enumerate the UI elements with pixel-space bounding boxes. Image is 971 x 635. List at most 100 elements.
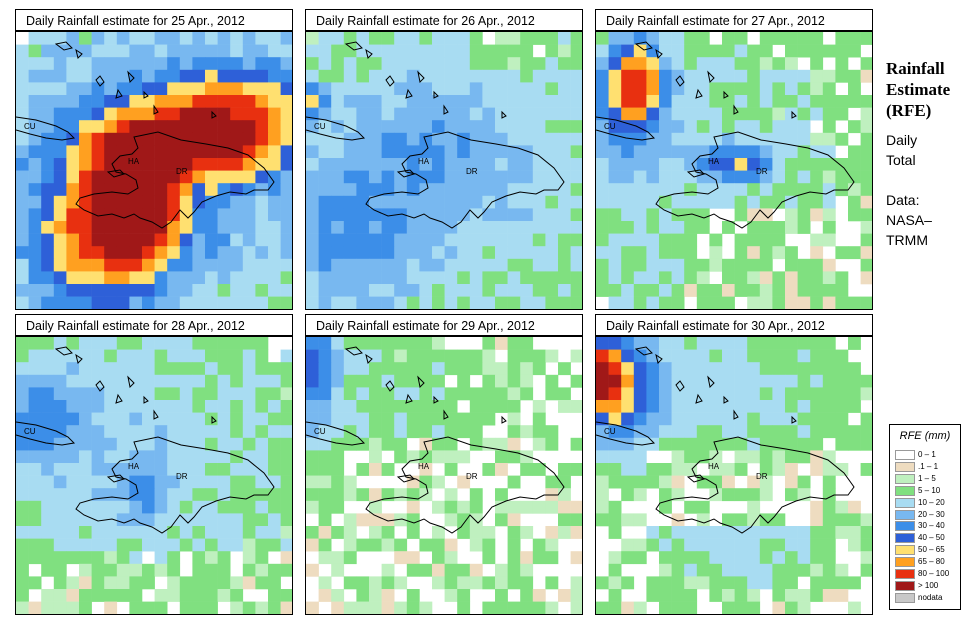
rainfall-cell bbox=[91, 258, 105, 272]
rainfall-cell bbox=[495, 246, 508, 260]
rainfall-cell bbox=[596, 158, 609, 171]
rainfall-cell bbox=[734, 158, 748, 171]
rainfall-cell bbox=[797, 551, 811, 565]
rainfall-cell bbox=[91, 57, 105, 71]
rainfall-cell bbox=[343, 221, 357, 234]
rainfall-cell bbox=[659, 425, 672, 439]
rainfall-cell bbox=[230, 437, 244, 451]
rainfall-cell bbox=[318, 284, 332, 297]
rainfall-cell bbox=[394, 362, 408, 376]
rainfall-cell bbox=[268, 563, 281, 577]
rainfall-cell bbox=[469, 107, 483, 121]
rainfall-cell bbox=[28, 513, 42, 527]
rainfall-cell bbox=[621, 82, 635, 96]
rainfall-cell bbox=[179, 500, 193, 514]
coastline bbox=[675, 380, 685, 392]
rainfall-cell bbox=[306, 500, 319, 514]
rainfall-cell bbox=[91, 208, 105, 222]
rainfall-cell bbox=[621, 258, 635, 272]
rainfall-cell bbox=[495, 145, 508, 159]
rainfall-cell bbox=[91, 513, 105, 527]
rainfall-cell bbox=[822, 362, 836, 376]
rainfall-cell bbox=[507, 337, 521, 350]
rainfall-cell bbox=[356, 425, 370, 439]
rainfall-cell bbox=[217, 246, 231, 260]
rainfall-cell bbox=[343, 145, 357, 159]
rainfall-cell bbox=[621, 32, 635, 45]
rainfall-cell bbox=[217, 387, 231, 401]
rainfall-cell bbox=[419, 425, 433, 439]
rainfall-cell bbox=[444, 284, 458, 297]
rainfall-cell bbox=[785, 120, 798, 134]
rainfall-cell bbox=[696, 258, 710, 272]
rainfall-cell bbox=[192, 44, 206, 58]
rainfall-cell bbox=[822, 387, 836, 401]
rainfall-cell bbox=[507, 132, 521, 146]
rainfall-cell bbox=[659, 500, 672, 514]
rainfall-cell bbox=[369, 400, 382, 413]
rainfall-cell bbox=[16, 44, 29, 58]
rainfall-cell bbox=[116, 82, 130, 96]
rainfall-cell bbox=[608, 400, 622, 413]
rainfall-cell bbox=[709, 450, 723, 464]
rainfall-cell bbox=[28, 44, 42, 58]
rainfall-cell bbox=[381, 296, 395, 309]
rainfall-cell bbox=[28, 258, 42, 272]
rainfall-cell bbox=[684, 208, 698, 222]
rainfall-cell bbox=[810, 463, 824, 476]
rainfall-cell bbox=[129, 132, 143, 146]
rainfall-cell bbox=[255, 412, 269, 426]
rainfall-cell bbox=[596, 500, 609, 514]
rainfall-cell bbox=[116, 412, 130, 426]
rainfall-cell bbox=[116, 513, 130, 527]
rainfall-cell bbox=[684, 258, 698, 272]
rainfall-cell bbox=[444, 576, 458, 590]
rainfall-cell bbox=[318, 208, 332, 222]
rainfall-cell bbox=[633, 475, 647, 489]
rainfall-cell bbox=[633, 69, 647, 83]
rainfall-cell bbox=[406, 221, 420, 234]
label-cuba: CU bbox=[314, 122, 326, 131]
rainfall-cell bbox=[154, 425, 168, 439]
rainfall-cell bbox=[469, 158, 483, 171]
rainfall-cell bbox=[532, 95, 546, 108]
coastline bbox=[365, 436, 565, 534]
rainfall-cell bbox=[772, 551, 786, 565]
rainfall-cell bbox=[520, 362, 534, 376]
rainfall-cell bbox=[79, 400, 92, 413]
rainfall-cell bbox=[684, 284, 698, 297]
rainfall-cell bbox=[394, 349, 408, 363]
rainfall-cell bbox=[444, 425, 458, 439]
rainfall-cell bbox=[785, 158, 798, 171]
rainfall-cell bbox=[507, 195, 521, 209]
period-line2: Total bbox=[886, 152, 916, 168]
rainfall-cell bbox=[469, 82, 483, 96]
rainfall-cell bbox=[16, 69, 29, 83]
rainfall-cell bbox=[495, 170, 508, 184]
rainfall-cell bbox=[444, 107, 458, 121]
rainfall-cell bbox=[747, 170, 761, 184]
rainfall-cell bbox=[810, 576, 824, 590]
rainfall-cell bbox=[709, 258, 723, 272]
rainfall-cell bbox=[646, 362, 660, 376]
rainfall-cell bbox=[495, 120, 508, 134]
rainfall-cell bbox=[810, 387, 824, 401]
rainfall-cell bbox=[709, 563, 723, 577]
rainfall-cell bbox=[242, 425, 256, 439]
rainfall-cell bbox=[79, 374, 92, 388]
rainfall-cell bbox=[747, 589, 761, 602]
rainfall-cell bbox=[810, 183, 824, 197]
rainfall-cell bbox=[91, 463, 105, 476]
rainfall-cell bbox=[860, 463, 872, 476]
rainfall-cell bbox=[596, 132, 609, 146]
rainfall-cell bbox=[419, 132, 433, 146]
rainfall-cell bbox=[381, 195, 395, 209]
rainfall-cell bbox=[79, 437, 92, 451]
rainfall-cell bbox=[104, 120, 118, 134]
rainfall-cell bbox=[545, 551, 559, 565]
rainfall-cell bbox=[205, 576, 218, 590]
rainfall-cell bbox=[747, 271, 761, 285]
rainfall-cell bbox=[671, 576, 685, 590]
coastline bbox=[443, 104, 449, 115]
rainfall-cell bbox=[28, 337, 42, 350]
